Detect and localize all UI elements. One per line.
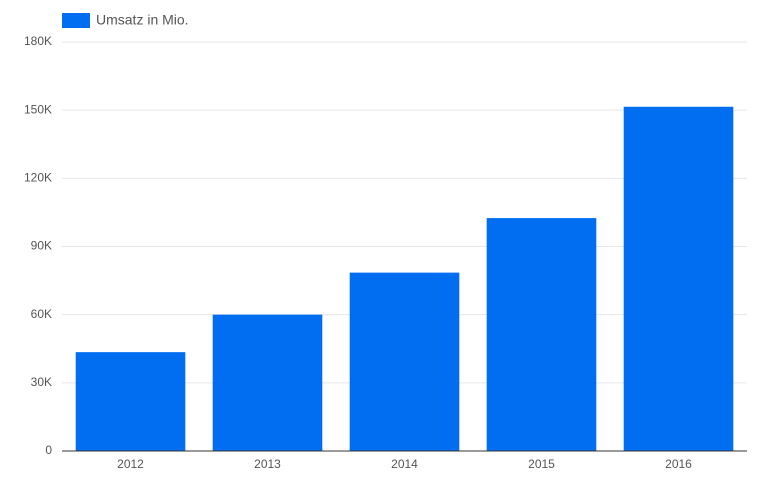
- x-tick-label: 2013: [254, 457, 281, 471]
- x-tick-label: 2015: [528, 457, 555, 471]
- y-tick-label: 30K: [31, 375, 52, 389]
- bar: [486, 218, 597, 451]
- y-tick-label: 60K: [31, 307, 52, 321]
- y-tick-label: 150K: [24, 102, 52, 116]
- bar: [75, 352, 186, 451]
- bar: [623, 106, 734, 451]
- legend-swatch: [62, 13, 90, 28]
- bar: [349, 272, 460, 451]
- bar: [212, 314, 323, 451]
- x-tick-label: 2012: [117, 457, 144, 471]
- y-tick-label: 180K: [24, 34, 52, 48]
- y-tick-label: 120K: [24, 171, 52, 185]
- y-tick-label: 90K: [31, 239, 52, 253]
- x-tick-label: 2016: [665, 457, 692, 471]
- y-tick-label: 0: [45, 443, 52, 457]
- x-tick-label: 2014: [391, 457, 418, 471]
- legend-label: Umsatz in Mio.: [96, 12, 189, 28]
